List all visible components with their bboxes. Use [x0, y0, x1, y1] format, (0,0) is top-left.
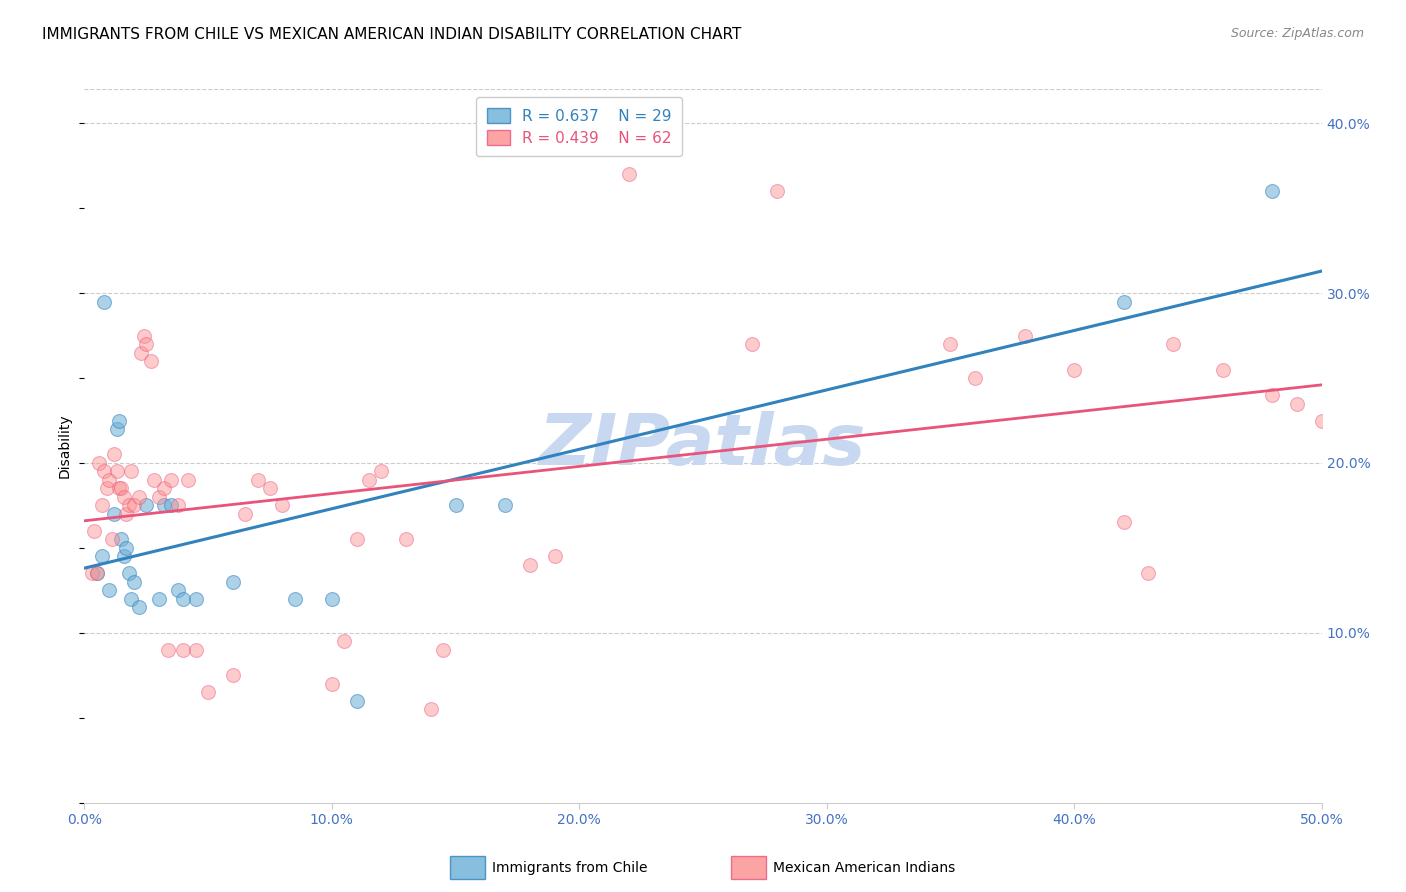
Point	[86, 566, 108, 581]
Point	[100, 533, 122, 547]
Point	[93, 465, 115, 479]
Point	[965, 371, 987, 385]
Point	[395, 533, 418, 547]
Point	[110, 533, 132, 547]
Point	[128, 600, 150, 615]
Point	[108, 482, 131, 496]
Point	[259, 482, 281, 496]
Point	[110, 482, 132, 496]
Point	[1285, 396, 1308, 410]
Point	[135, 337, 157, 351]
Point	[105, 465, 128, 479]
Point	[284, 591, 307, 606]
Point	[157, 643, 180, 657]
Point	[939, 337, 962, 351]
Point	[1112, 294, 1135, 309]
Point	[167, 499, 190, 513]
Point	[86, 566, 108, 581]
Point	[233, 507, 256, 521]
Point	[519, 558, 541, 572]
Point	[357, 473, 380, 487]
Point	[122, 574, 145, 589]
Point	[128, 490, 150, 504]
Point	[741, 337, 763, 351]
Text: Source: ZipAtlas.com: Source: ZipAtlas.com	[1230, 27, 1364, 40]
Point	[197, 685, 219, 699]
Point	[148, 490, 170, 504]
Text: ZIPatlas: ZIPatlas	[540, 411, 866, 481]
Point	[1112, 516, 1135, 530]
Point	[152, 499, 174, 513]
Point	[135, 499, 157, 513]
Point	[96, 482, 118, 496]
Point	[321, 591, 343, 606]
Point	[172, 591, 194, 606]
Y-axis label: Disability: Disability	[58, 414, 72, 478]
Point	[98, 473, 121, 487]
Point	[177, 473, 200, 487]
Point	[115, 541, 138, 555]
Point	[129, 345, 152, 359]
Point	[122, 499, 145, 513]
Point	[370, 465, 392, 479]
Point	[83, 524, 105, 538]
Point	[118, 499, 141, 513]
Point	[103, 507, 125, 521]
Point	[222, 574, 245, 589]
Point	[1310, 413, 1333, 427]
Point	[1212, 362, 1234, 376]
Point	[346, 533, 368, 547]
Point	[333, 634, 356, 648]
Point	[108, 413, 131, 427]
Point	[142, 473, 165, 487]
Point	[115, 507, 138, 521]
Point	[105, 422, 128, 436]
Point	[103, 448, 125, 462]
Point	[160, 499, 183, 513]
Legend: R = 0.637    N = 29, R = 0.439    N = 62: R = 0.637 N = 29, R = 0.439 N = 62	[477, 97, 682, 156]
Point	[93, 294, 115, 309]
Point	[90, 499, 112, 513]
Point	[1137, 566, 1160, 581]
Point	[1063, 362, 1085, 376]
Point	[432, 643, 454, 657]
Point	[120, 591, 142, 606]
Point	[1261, 184, 1284, 198]
Point	[617, 167, 640, 181]
Text: IMMIGRANTS FROM CHILE VS MEXICAN AMERICAN INDIAN DISABILITY CORRELATION CHART: IMMIGRANTS FROM CHILE VS MEXICAN AMERICA…	[42, 27, 741, 42]
Point	[543, 549, 565, 564]
Point	[321, 677, 343, 691]
Point	[184, 643, 207, 657]
Point	[766, 184, 789, 198]
Point	[419, 702, 441, 716]
Text: Immigrants from Chile: Immigrants from Chile	[492, 861, 648, 875]
Point	[90, 549, 112, 564]
Point	[172, 643, 194, 657]
Point	[222, 668, 245, 682]
Point	[1014, 328, 1036, 343]
Point	[118, 566, 141, 581]
Point	[141, 354, 163, 368]
Point	[346, 694, 368, 708]
Point	[160, 473, 183, 487]
Point	[80, 566, 103, 581]
Point	[246, 473, 269, 487]
Point	[184, 591, 207, 606]
Point	[1161, 337, 1184, 351]
Point	[148, 591, 170, 606]
Text: Mexican American Indians: Mexican American Indians	[773, 861, 956, 875]
Point	[167, 583, 190, 598]
Point	[1261, 388, 1284, 402]
Point	[112, 549, 135, 564]
Point	[98, 583, 121, 598]
Point	[271, 499, 294, 513]
Point	[89, 456, 111, 470]
Point	[120, 465, 142, 479]
Point	[132, 328, 155, 343]
Point	[152, 482, 174, 496]
Point	[112, 490, 135, 504]
Point	[444, 499, 467, 513]
Point	[494, 499, 516, 513]
